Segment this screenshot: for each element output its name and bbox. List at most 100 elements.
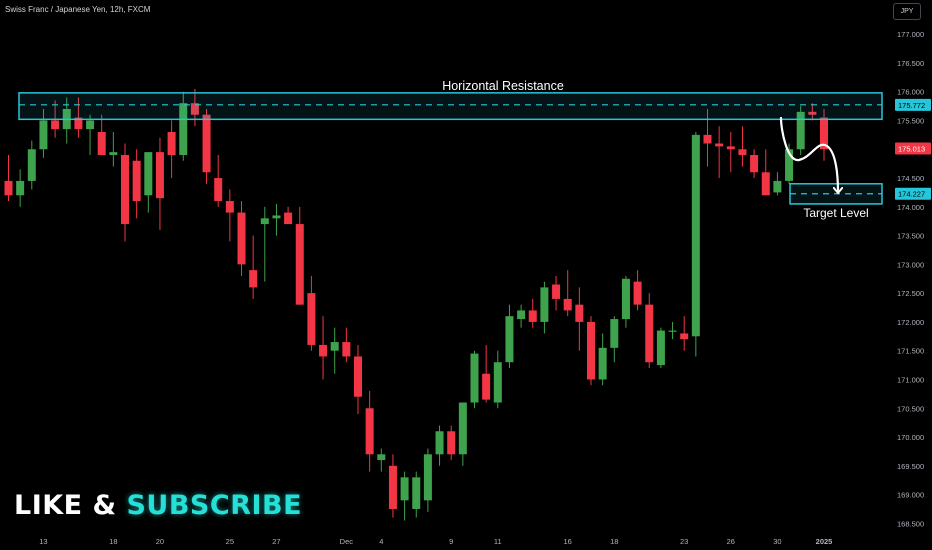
price-tick-label: 169.500: [897, 462, 924, 471]
candle-body: [703, 134, 712, 144]
candle: [505, 304, 514, 368]
candle: [284, 206, 293, 225]
candle: [528, 298, 537, 328]
candle-body: [295, 224, 304, 305]
candle: [86, 114, 95, 156]
time-tick-label: 16: [564, 537, 572, 546]
candle-body: [796, 111, 805, 150]
candle: [132, 149, 141, 219]
resistance-price-badge: 175.772: [895, 98, 931, 111]
candle: [668, 321, 677, 340]
candle-body: [738, 149, 747, 156]
candle-body: [400, 477, 409, 501]
candle: [354, 344, 362, 415]
candle: [260, 206, 269, 282]
candle: [540, 281, 549, 334]
candle-body: [598, 347, 607, 380]
candle-body: [237, 212, 246, 265]
resistance-label: Horizontal Resistance: [442, 79, 564, 93]
time-tick-label: 25: [226, 537, 234, 546]
candle: [377, 448, 386, 472]
candle: [691, 131, 700, 357]
candle-body: [51, 120, 60, 130]
candle-body: [97, 131, 106, 156]
candle-body: [621, 278, 630, 320]
candle: [423, 448, 432, 512]
promo-subscribe: SUBSCRIBE: [126, 490, 303, 521]
currency-button[interactable]: JPY: [893, 3, 921, 20]
candle: [74, 97, 83, 138]
candle-body: [715, 143, 724, 147]
candle-body: [528, 310, 537, 322]
candle: [167, 120, 176, 179]
candle: [342, 327, 351, 363]
candle-body: [272, 215, 281, 219]
candle-body: [482, 373, 491, 400]
candle: [237, 201, 246, 276]
price-tick-label: 173.000: [897, 260, 924, 269]
candle-body: [167, 131, 176, 156]
candle: [785, 143, 794, 184]
candle: [27, 140, 36, 190]
target-price-badge-text: 174.227: [898, 190, 925, 199]
candle-body: [319, 344, 328, 357]
time-tick-label: 4: [379, 537, 383, 546]
candle-body: [493, 362, 502, 403]
candle-body: [505, 316, 514, 363]
projection-arrow: [779, 116, 838, 192]
price-tick-label: 171.000: [897, 375, 924, 384]
candle-body: [202, 114, 211, 173]
candle: [330, 327, 339, 374]
candle: [272, 203, 281, 236]
candle-body: [517, 310, 526, 320]
time-tick-label: 23: [680, 537, 688, 546]
candle: [4, 155, 13, 202]
candle-body: [179, 103, 188, 156]
candle-body: [820, 117, 828, 150]
resistance-price-badge-text: 175.772: [898, 101, 925, 110]
candle-body: [540, 287, 549, 322]
candle: [39, 108, 48, 158]
candle-body: [587, 321, 595, 380]
candle: [400, 471, 409, 521]
price-tick-label: 168.500: [897, 519, 924, 528]
candle: [97, 114, 106, 156]
candle: [412, 471, 421, 518]
candle-body: [365, 408, 374, 455]
candle: [249, 235, 258, 299]
candle: [715, 126, 724, 179]
candle-body: [284, 212, 293, 225]
candle-body: [808, 111, 817, 115]
candle: [179, 91, 188, 161]
candle: [587, 316, 595, 386]
candle-body: [16, 180, 25, 196]
time-tick-label: 20: [156, 537, 164, 546]
candle-body: [74, 117, 83, 130]
candle-body: [86, 120, 95, 130]
symbol-title: Swiss Franc / Japanese Yen, 12h, FXCM: [5, 5, 151, 14]
candle: [435, 425, 444, 466]
candle: [295, 206, 304, 305]
candle-body: [144, 152, 153, 196]
candle-body: [342, 342, 351, 357]
candle-body: [121, 155, 129, 225]
price-tick-label: 172.000: [897, 318, 924, 327]
candle-body: [27, 149, 36, 181]
price-axis: 168.500 169.000 169.500 170.000 170.500 171.0…: [895, 30, 931, 528]
candle: [307, 275, 316, 351]
time-tick-label: 18: [109, 537, 117, 546]
candle: [388, 454, 397, 518]
candle: [703, 108, 712, 167]
candle: [598, 333, 607, 386]
candle-body: [552, 284, 561, 299]
candle-body: [190, 103, 199, 115]
candle: [202, 108, 211, 184]
candle-body: [750, 155, 759, 173]
price-tick-label: 172.500: [897, 289, 924, 298]
candle: [761, 149, 770, 196]
last-price-badge-bg: [895, 142, 931, 155]
candle: [121, 143, 129, 242]
price-tick-label: 177.000: [897, 30, 924, 39]
